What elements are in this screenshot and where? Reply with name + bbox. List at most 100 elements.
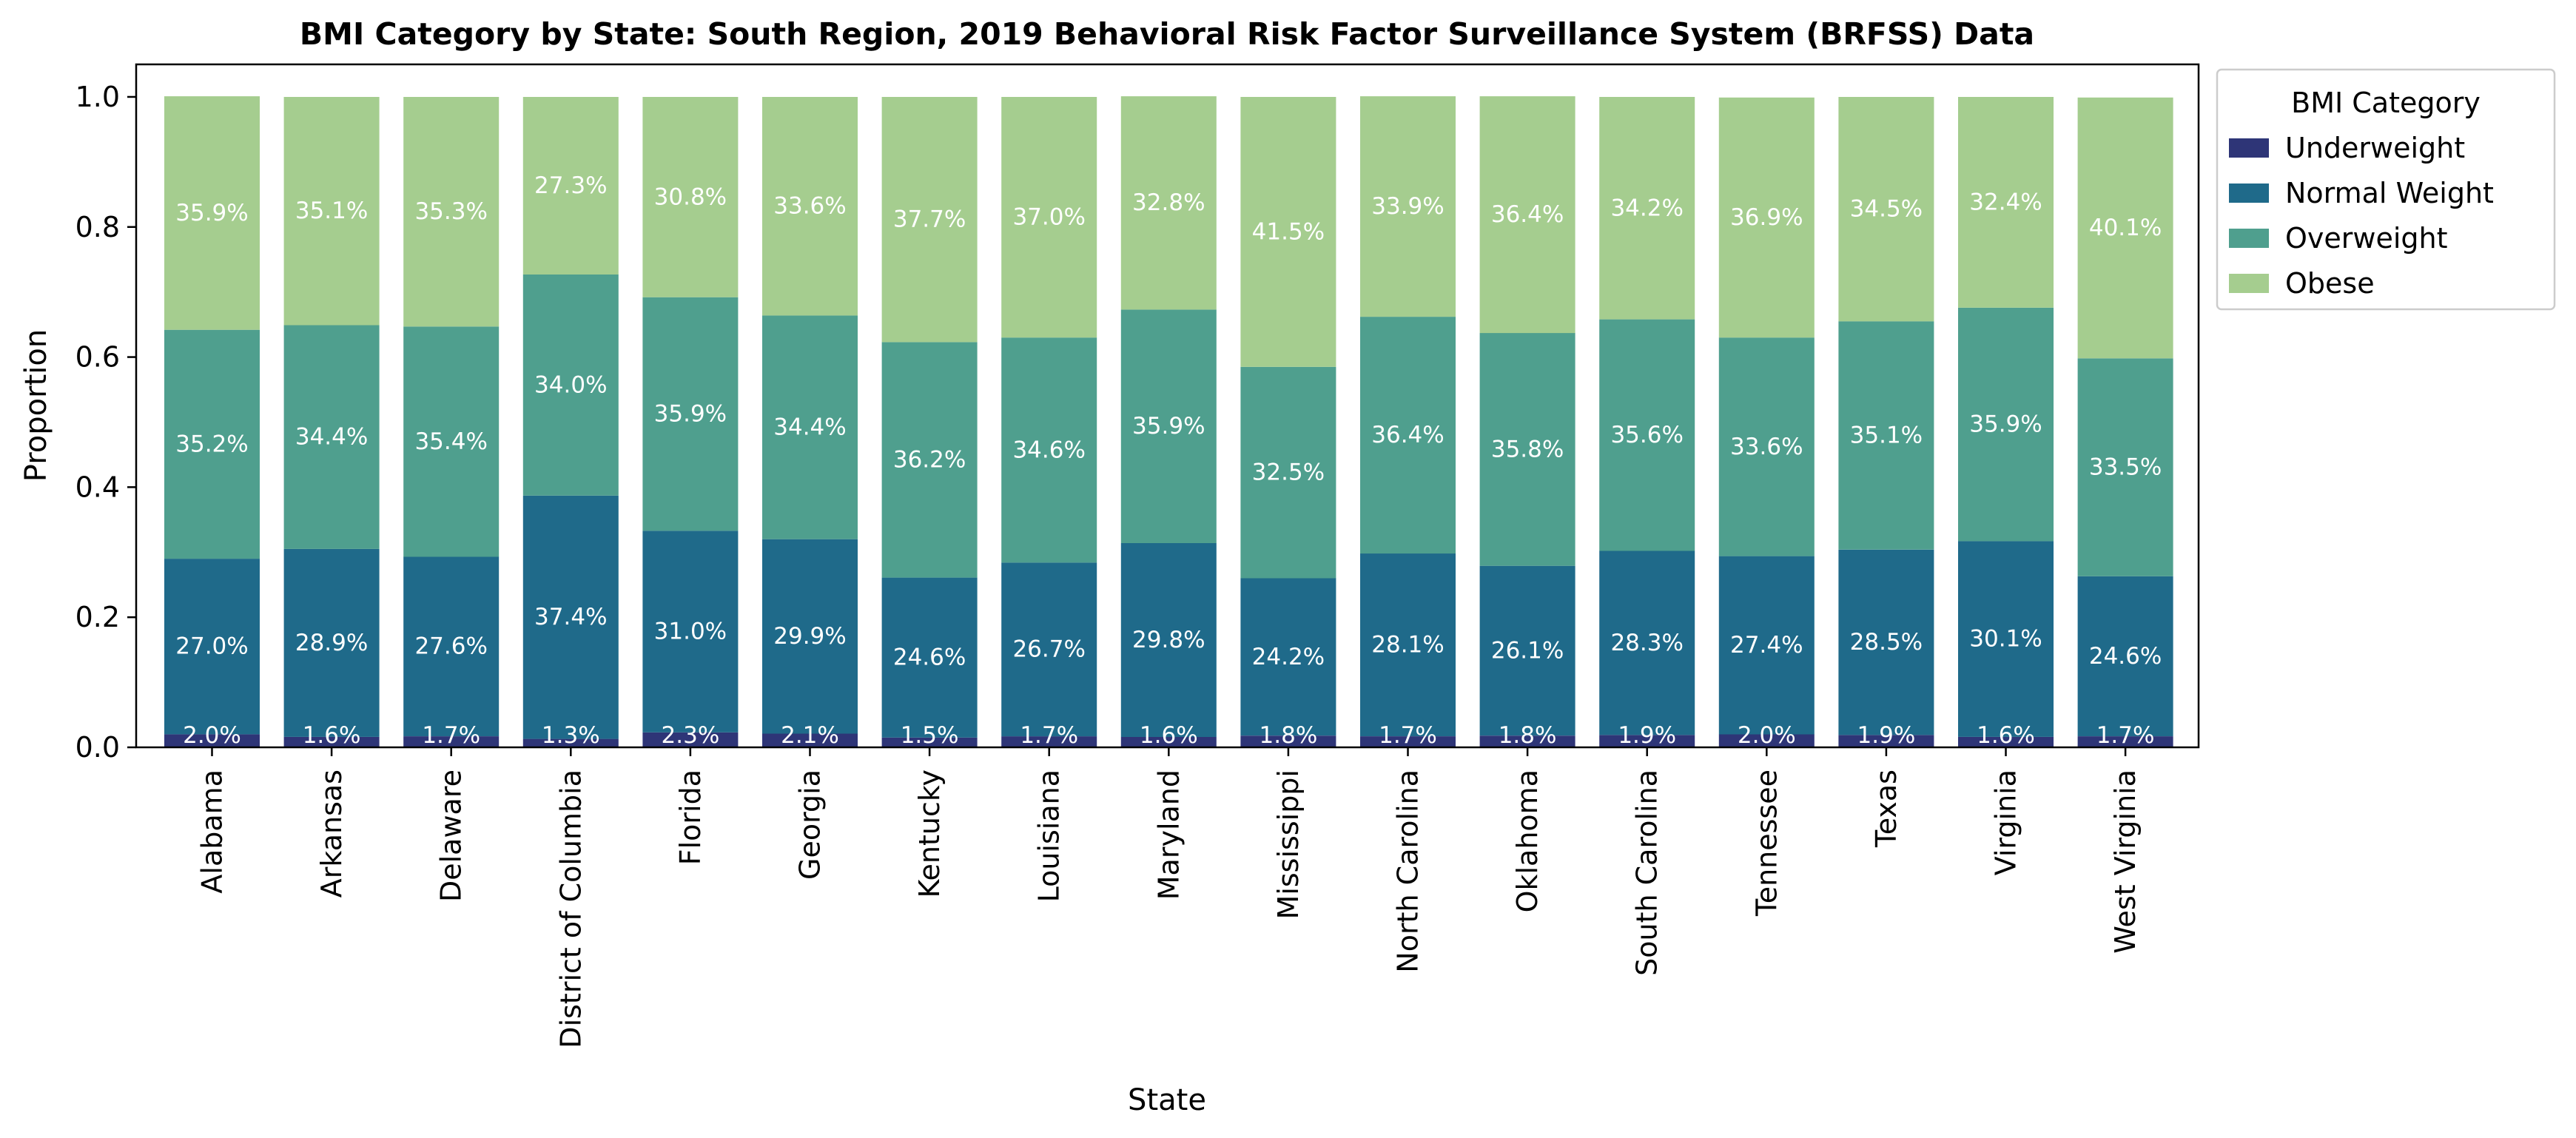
data-label-overweight-kentucky: 36.2% <box>893 447 966 474</box>
data-label-normal-weight-oklahoma: 26.1% <box>1491 638 1564 664</box>
bar-obese-oklahoma <box>1479 96 1575 334</box>
x-tick-label-oklahoma: Oklahoma <box>1511 770 1544 912</box>
legend-label-underweight: Underweight <box>2285 132 2465 164</box>
x-axis-label: State <box>1128 1083 1206 1117</box>
legend-items: Underweight Normal Weight Overweight Obese <box>2229 132 2494 300</box>
bar-overweight-kentucky <box>881 342 978 578</box>
data-label-overweight-tennessee: 33.6% <box>1730 434 1803 460</box>
bar-overweight-mississippi <box>1240 366 1336 579</box>
bar-normal-weight-south-carolina <box>1599 551 1695 735</box>
data-label-obese-virginia: 32.4% <box>1969 189 2042 215</box>
bar-underweight-oklahoma <box>1479 735 1575 747</box>
bar-overweight-virginia <box>1958 307 2054 542</box>
legend-title: BMI Category <box>2291 87 2481 119</box>
data-label-overweight-maryland: 35.9% <box>1132 413 1205 440</box>
data-label-obese-tennessee: 36.9% <box>1730 204 1803 231</box>
bar-underweight-west-virginia <box>2077 736 2173 747</box>
data-label-normal-weight-west-virginia: 24.6% <box>2089 643 2162 670</box>
bar-normal-weight-maryland <box>1120 543 1217 737</box>
x-tick-label-west-virginia: West Virginia <box>2109 770 2142 954</box>
bar-underweight-kentucky <box>881 737 978 747</box>
bar-normal-weight-arkansas <box>283 548 380 737</box>
bar-overweight-north-carolina <box>1360 317 1456 554</box>
legend-box <box>2216 68 2556 311</box>
bar-overweight-south-carolina <box>1599 319 1695 551</box>
bar-normal-weight-kentucky <box>881 577 978 738</box>
data-label-overweight-alabama: 35.2% <box>175 431 248 457</box>
bar-underweight-maryland <box>1120 736 1217 747</box>
bar-obese-texas <box>1838 97 1934 322</box>
x-tick-label-georgia: Georgia <box>794 770 827 880</box>
y-tick-label: 0.8 <box>75 211 120 243</box>
data-label-obese-alabama: 35.9% <box>175 200 248 226</box>
y-axis-label: Proportion <box>19 329 53 482</box>
bar-underweight-tennessee <box>1718 734 1815 747</box>
data-label-obese-louisiana: 37.0% <box>1012 204 1085 231</box>
data-label-underweight-florida: 2.3% <box>662 722 720 749</box>
bar-underweight-south-carolina <box>1599 735 1695 747</box>
data-label-overweight-virginia: 35.9% <box>1969 411 2042 438</box>
bar-obese-north-carolina <box>1360 96 1456 317</box>
bar-normal-weight-tennessee <box>1718 556 1815 735</box>
x-tick-label-kentucky: Kentucky <box>913 770 946 898</box>
bar-obese-georgia <box>762 97 858 316</box>
data-label-normal-weight-florida: 31.0% <box>654 619 727 645</box>
bar-overweight-maryland <box>1120 309 1217 543</box>
bar-underweight-district-of-columbia <box>522 738 619 747</box>
data-label-underweight-arkansas: 1.6% <box>303 722 361 749</box>
data-label-underweight-mississippi: 1.8% <box>1260 722 1318 749</box>
bar-underweight-mississippi <box>1240 735 1336 747</box>
bar-normal-weight-delaware <box>403 556 500 736</box>
data-label-obese-arkansas: 35.1% <box>295 198 368 224</box>
x-tick-label-district-of-columbia: District of Columbia <box>554 770 587 1048</box>
y-tick-label: 0.4 <box>75 471 120 503</box>
legend-swatch-underweight <box>2229 138 2269 158</box>
bar-obese-louisiana <box>1001 97 1097 338</box>
bar-normal-weight-georgia <box>762 539 858 734</box>
data-label-underweight-delaware: 1.7% <box>422 722 480 749</box>
data-label-underweight-west-virginia: 1.7% <box>2096 722 2155 749</box>
data-label-obese-kentucky: 37.7% <box>893 206 966 233</box>
bar-overweight-georgia <box>762 315 858 539</box>
data-label-underweight-oklahoma: 1.8% <box>1499 722 1557 749</box>
x-tick-label-tennessee: Tennessee <box>1750 770 1783 917</box>
y-tick-label: 1.0 <box>75 81 120 113</box>
data-label-overweight-louisiana: 34.6% <box>1012 437 1085 463</box>
bar-overweight-florida <box>642 297 739 531</box>
x-axis: Alabama Arkansas Delaware District of Colum… <box>196 747 2142 1048</box>
data-label-underweight-kentucky: 1.5% <box>901 722 959 749</box>
bar-underweight-florida <box>642 732 739 747</box>
data-label-underweight-maryland: 1.6% <box>1140 722 1198 749</box>
x-tick-label-virginia: Virginia <box>1990 770 2022 875</box>
bar-obese-district-of-columbia <box>522 97 619 275</box>
bar-underweight-georgia <box>762 733 858 747</box>
data-label-overweight-texas: 35.1% <box>1850 422 1923 449</box>
bar-normal-weight-florida <box>642 531 739 733</box>
bar-obese-maryland <box>1120 96 1217 310</box>
bar-obese-south-carolina <box>1599 97 1695 320</box>
bar-underweight-virginia <box>1958 736 2054 747</box>
data-label-normal-weight-mississippi: 24.2% <box>1252 644 1325 670</box>
data-label-normal-weight-arkansas: 28.9% <box>295 630 368 656</box>
bar-normal-weight-north-carolina <box>1360 553 1456 736</box>
legend-label-obese: Obese <box>2285 267 2375 300</box>
bar-normal-weight-virginia <box>1958 541 2054 737</box>
data-label-overweight-delaware: 35.4% <box>414 428 487 455</box>
data-label-overweight-florida: 35.9% <box>654 401 727 428</box>
bar-obese-kentucky <box>881 97 978 343</box>
bars-group <box>164 96 2173 747</box>
legend: BMI Category Underweight Normal Weight Ove… <box>2216 68 2556 311</box>
bar-labels-group: 2.0% 27.0% 35.2% 35.9% 1.6% 28.9% 34.4% 35.1% 1.… <box>175 172 2162 749</box>
data-label-normal-weight-delaware: 27.6% <box>414 633 487 660</box>
bar-obese-west-virginia <box>2077 97 2173 359</box>
data-label-underweight-tennessee: 2.0% <box>1738 722 1796 749</box>
bar-normal-weight-alabama <box>164 559 260 735</box>
legend-swatch-overweight <box>2229 229 2269 248</box>
x-tick-label-louisiana: Louisiana <box>1033 770 1066 902</box>
x-tick-label-delaware: Delaware <box>435 770 468 902</box>
bar-overweight-tennessee <box>1718 337 1815 556</box>
bar-overweight-district-of-columbia <box>522 274 619 496</box>
data-label-normal-weight-louisiana: 26.7% <box>1012 636 1085 663</box>
bar-normal-weight-louisiana <box>1001 562 1097 737</box>
